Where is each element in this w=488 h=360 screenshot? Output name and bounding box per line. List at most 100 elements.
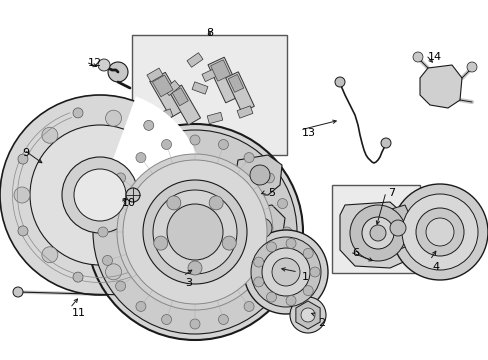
Circle shape (98, 59, 110, 71)
Wedge shape (100, 96, 198, 195)
Circle shape (285, 238, 295, 248)
Circle shape (218, 140, 228, 149)
Circle shape (391, 184, 487, 280)
Circle shape (87, 124, 303, 340)
Circle shape (98, 227, 108, 237)
Polygon shape (236, 155, 282, 195)
Polygon shape (164, 80, 180, 95)
Polygon shape (384, 205, 411, 250)
Circle shape (115, 173, 125, 183)
Polygon shape (146, 68, 163, 82)
Circle shape (271, 258, 299, 286)
Polygon shape (225, 72, 254, 112)
Circle shape (0, 95, 200, 295)
Circle shape (253, 257, 263, 267)
Circle shape (105, 110, 122, 126)
Circle shape (334, 77, 345, 87)
Circle shape (62, 157, 138, 233)
Circle shape (166, 196, 181, 210)
Bar (331, 185, 419, 273)
Circle shape (289, 297, 325, 333)
Circle shape (301, 308, 314, 322)
Circle shape (13, 287, 23, 297)
Polygon shape (238, 205, 285, 248)
Polygon shape (295, 301, 320, 329)
Circle shape (380, 138, 390, 148)
Circle shape (249, 165, 269, 185)
Circle shape (266, 242, 276, 252)
Polygon shape (210, 60, 230, 81)
Circle shape (136, 153, 145, 163)
Circle shape (167, 204, 223, 260)
Text: 12: 12 (88, 58, 102, 68)
Circle shape (264, 173, 274, 183)
Circle shape (137, 264, 147, 274)
Circle shape (18, 154, 28, 164)
Polygon shape (192, 82, 207, 94)
Circle shape (262, 248, 309, 296)
Circle shape (102, 199, 112, 208)
Circle shape (266, 292, 276, 302)
Circle shape (244, 230, 327, 314)
Circle shape (218, 315, 228, 324)
Circle shape (285, 296, 295, 306)
Polygon shape (228, 75, 243, 92)
Circle shape (466, 62, 476, 72)
Text: 13: 13 (302, 128, 315, 138)
Circle shape (264, 281, 274, 291)
Circle shape (369, 225, 385, 241)
Text: 8: 8 (206, 28, 213, 38)
Text: 9: 9 (22, 148, 29, 158)
Circle shape (187, 261, 202, 275)
Circle shape (105, 264, 122, 280)
Circle shape (74, 169, 126, 221)
Text: 3: 3 (184, 278, 192, 288)
Polygon shape (419, 65, 461, 108)
Circle shape (415, 208, 463, 256)
Circle shape (401, 194, 477, 270)
Circle shape (108, 62, 128, 82)
Circle shape (30, 125, 170, 265)
Circle shape (425, 218, 453, 246)
Polygon shape (172, 88, 188, 106)
Polygon shape (237, 106, 252, 118)
Circle shape (349, 205, 405, 261)
Circle shape (117, 154, 272, 310)
Text: 1: 1 (302, 272, 308, 282)
Circle shape (18, 226, 28, 236)
Circle shape (115, 281, 125, 291)
Circle shape (157, 291, 167, 301)
Circle shape (412, 52, 422, 62)
Polygon shape (339, 202, 407, 268)
Circle shape (126, 188, 140, 202)
Circle shape (251, 218, 271, 238)
Circle shape (143, 120, 153, 130)
Circle shape (161, 315, 171, 324)
Circle shape (190, 135, 200, 145)
Text: 7: 7 (387, 188, 394, 198)
Circle shape (42, 247, 58, 263)
Text: 6: 6 (351, 248, 358, 258)
Circle shape (153, 236, 167, 250)
Circle shape (222, 236, 236, 250)
Circle shape (209, 196, 223, 210)
Circle shape (153, 190, 237, 274)
Circle shape (73, 108, 83, 118)
Circle shape (253, 277, 263, 287)
Polygon shape (207, 112, 223, 124)
Polygon shape (207, 57, 242, 103)
Circle shape (14, 187, 30, 203)
Text: 11: 11 (72, 308, 86, 318)
Circle shape (244, 153, 254, 163)
Polygon shape (169, 85, 200, 125)
Polygon shape (149, 72, 186, 118)
Text: 10: 10 (122, 198, 136, 208)
Text: 5: 5 (267, 188, 274, 198)
Circle shape (93, 130, 296, 334)
Circle shape (282, 227, 291, 237)
Text: 4: 4 (431, 262, 438, 272)
Circle shape (142, 180, 246, 284)
Circle shape (190, 319, 200, 329)
Text: 2: 2 (317, 318, 325, 328)
Circle shape (136, 301, 145, 311)
